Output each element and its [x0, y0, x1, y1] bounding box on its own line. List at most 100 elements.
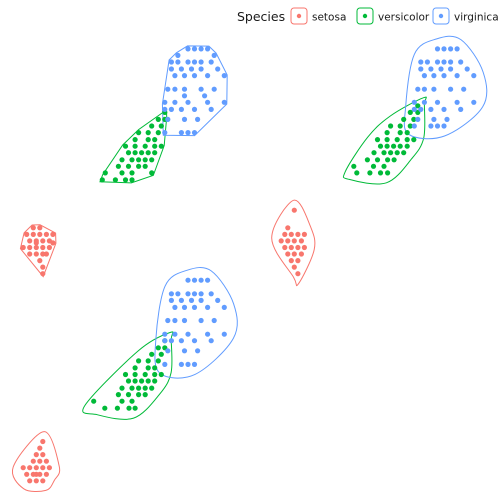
point-setosa: [27, 238, 33, 244]
point-versicolor: [136, 385, 142, 391]
point-virginica: [191, 130, 198, 136]
point-setosa: [301, 231, 307, 237]
point-setosa: [40, 244, 46, 251]
point-versicolor: [142, 163, 148, 169]
point-setosa: [295, 271, 301, 277]
point-versicolor: [407, 123, 413, 129]
point-virginica: [215, 66, 221, 72]
point-versicolor: [377, 143, 384, 149]
hull-virginica: [403, 35, 488, 140]
point-virginica: [202, 93, 208, 99]
point-virginica: [172, 73, 178, 79]
point-virginica: [172, 331, 178, 337]
point-versicolor: [152, 378, 158, 384]
point-virginica: [175, 291, 181, 297]
point-versicolor: [394, 150, 400, 156]
point-versicolor: [119, 398, 125, 404]
point-virginica: [198, 291, 204, 297]
point-virginica: [421, 73, 427, 79]
legend: Species setosa versicolor virginica: [237, 7, 499, 25]
point-virginica: [185, 99, 191, 105]
point-virginica: [185, 331, 191, 337]
point-versicolor: [364, 157, 370, 163]
point-virginica: [191, 361, 198, 367]
point-virginica: [175, 59, 181, 65]
point-virginica: [191, 59, 198, 65]
point-setosa: [33, 251, 39, 257]
hull-versicolor: [342, 96, 427, 185]
point-virginica: [178, 130, 184, 136]
point-virginica: [411, 99, 417, 105]
point-setosa: [285, 238, 291, 244]
point-virginica: [461, 86, 467, 92]
point-versicolor: [404, 143, 410, 149]
point-virginica: [471, 73, 477, 79]
point-versicolor: [136, 157, 142, 163]
legend-label: setosa: [312, 12, 346, 24]
point-virginica: [434, 123, 441, 129]
scatter-panel-1: [19, 45, 228, 278]
point-versicolor: [132, 150, 138, 156]
point-virginica: [198, 317, 204, 324]
legend-key: [356, 7, 374, 25]
point-versicolor: [388, 123, 394, 129]
point-versicolor: [401, 150, 407, 156]
point-versicolor: [136, 392, 142, 398]
legend-label: versicolor: [378, 12, 430, 24]
point-virginica: [431, 116, 437, 122]
point-versicolor: [122, 371, 129, 378]
legend-entry-setosa: setosa: [290, 7, 346, 25]
point-versicolor: [125, 150, 132, 156]
point-virginica: [205, 73, 211, 79]
point-virginica: [418, 66, 424, 72]
point-virginica: [411, 123, 417, 129]
point-virginica: [198, 86, 204, 92]
point-versicolor: [142, 157, 148, 163]
point-virginica: [221, 73, 227, 79]
point-setosa: [40, 478, 46, 484]
point-virginica: [172, 99, 178, 105]
hull-setosa: [19, 224, 57, 278]
point-versicolor: [142, 392, 148, 398]
point-virginica: [191, 291, 198, 297]
legend-entry-versicolor: versicolor: [356, 7, 430, 25]
point-versicolor: [374, 137, 381, 143]
point-versicolor: [99, 177, 105, 183]
point-virginica: [185, 277, 191, 283]
point-versicolor: [411, 116, 417, 122]
point-versicolor: [145, 365, 151, 371]
hull-setosa: [271, 199, 316, 287]
point-setosa: [282, 231, 288, 237]
point-virginica: [448, 86, 454, 92]
point-virginica: [205, 304, 211, 310]
point-virginica: [162, 361, 168, 367]
point-virginica: [428, 106, 434, 112]
point-setosa: [295, 244, 301, 251]
point-virginica: [181, 116, 188, 122]
point-virginica: [165, 86, 171, 92]
point-virginica: [208, 106, 214, 112]
point-virginica: [221, 99, 227, 105]
point-virginica: [448, 46, 454, 52]
point-versicolor: [381, 150, 387, 156]
point-setosa: [37, 225, 43, 231]
point-virginica: [181, 73, 188, 79]
point-setosa: [24, 471, 30, 477]
point-versicolor: [155, 358, 161, 364]
point-virginica: [208, 338, 214, 344]
point-virginica: [428, 66, 434, 72]
point-virginica: [185, 130, 191, 136]
point-setosa: [291, 238, 297, 244]
legend-key: [290, 7, 308, 25]
point-versicolor: [142, 385, 148, 391]
point-virginica: [178, 338, 184, 344]
point-setosa: [37, 258, 43, 264]
point-versicolor: [132, 378, 138, 384]
point-versicolor: [115, 392, 121, 398]
point-versicolor: [119, 157, 125, 163]
point-setosa: [291, 264, 297, 270]
legend-key-dot: [362, 13, 368, 19]
point-setosa: [46, 465, 53, 471]
point-versicolor: [129, 170, 135, 176]
